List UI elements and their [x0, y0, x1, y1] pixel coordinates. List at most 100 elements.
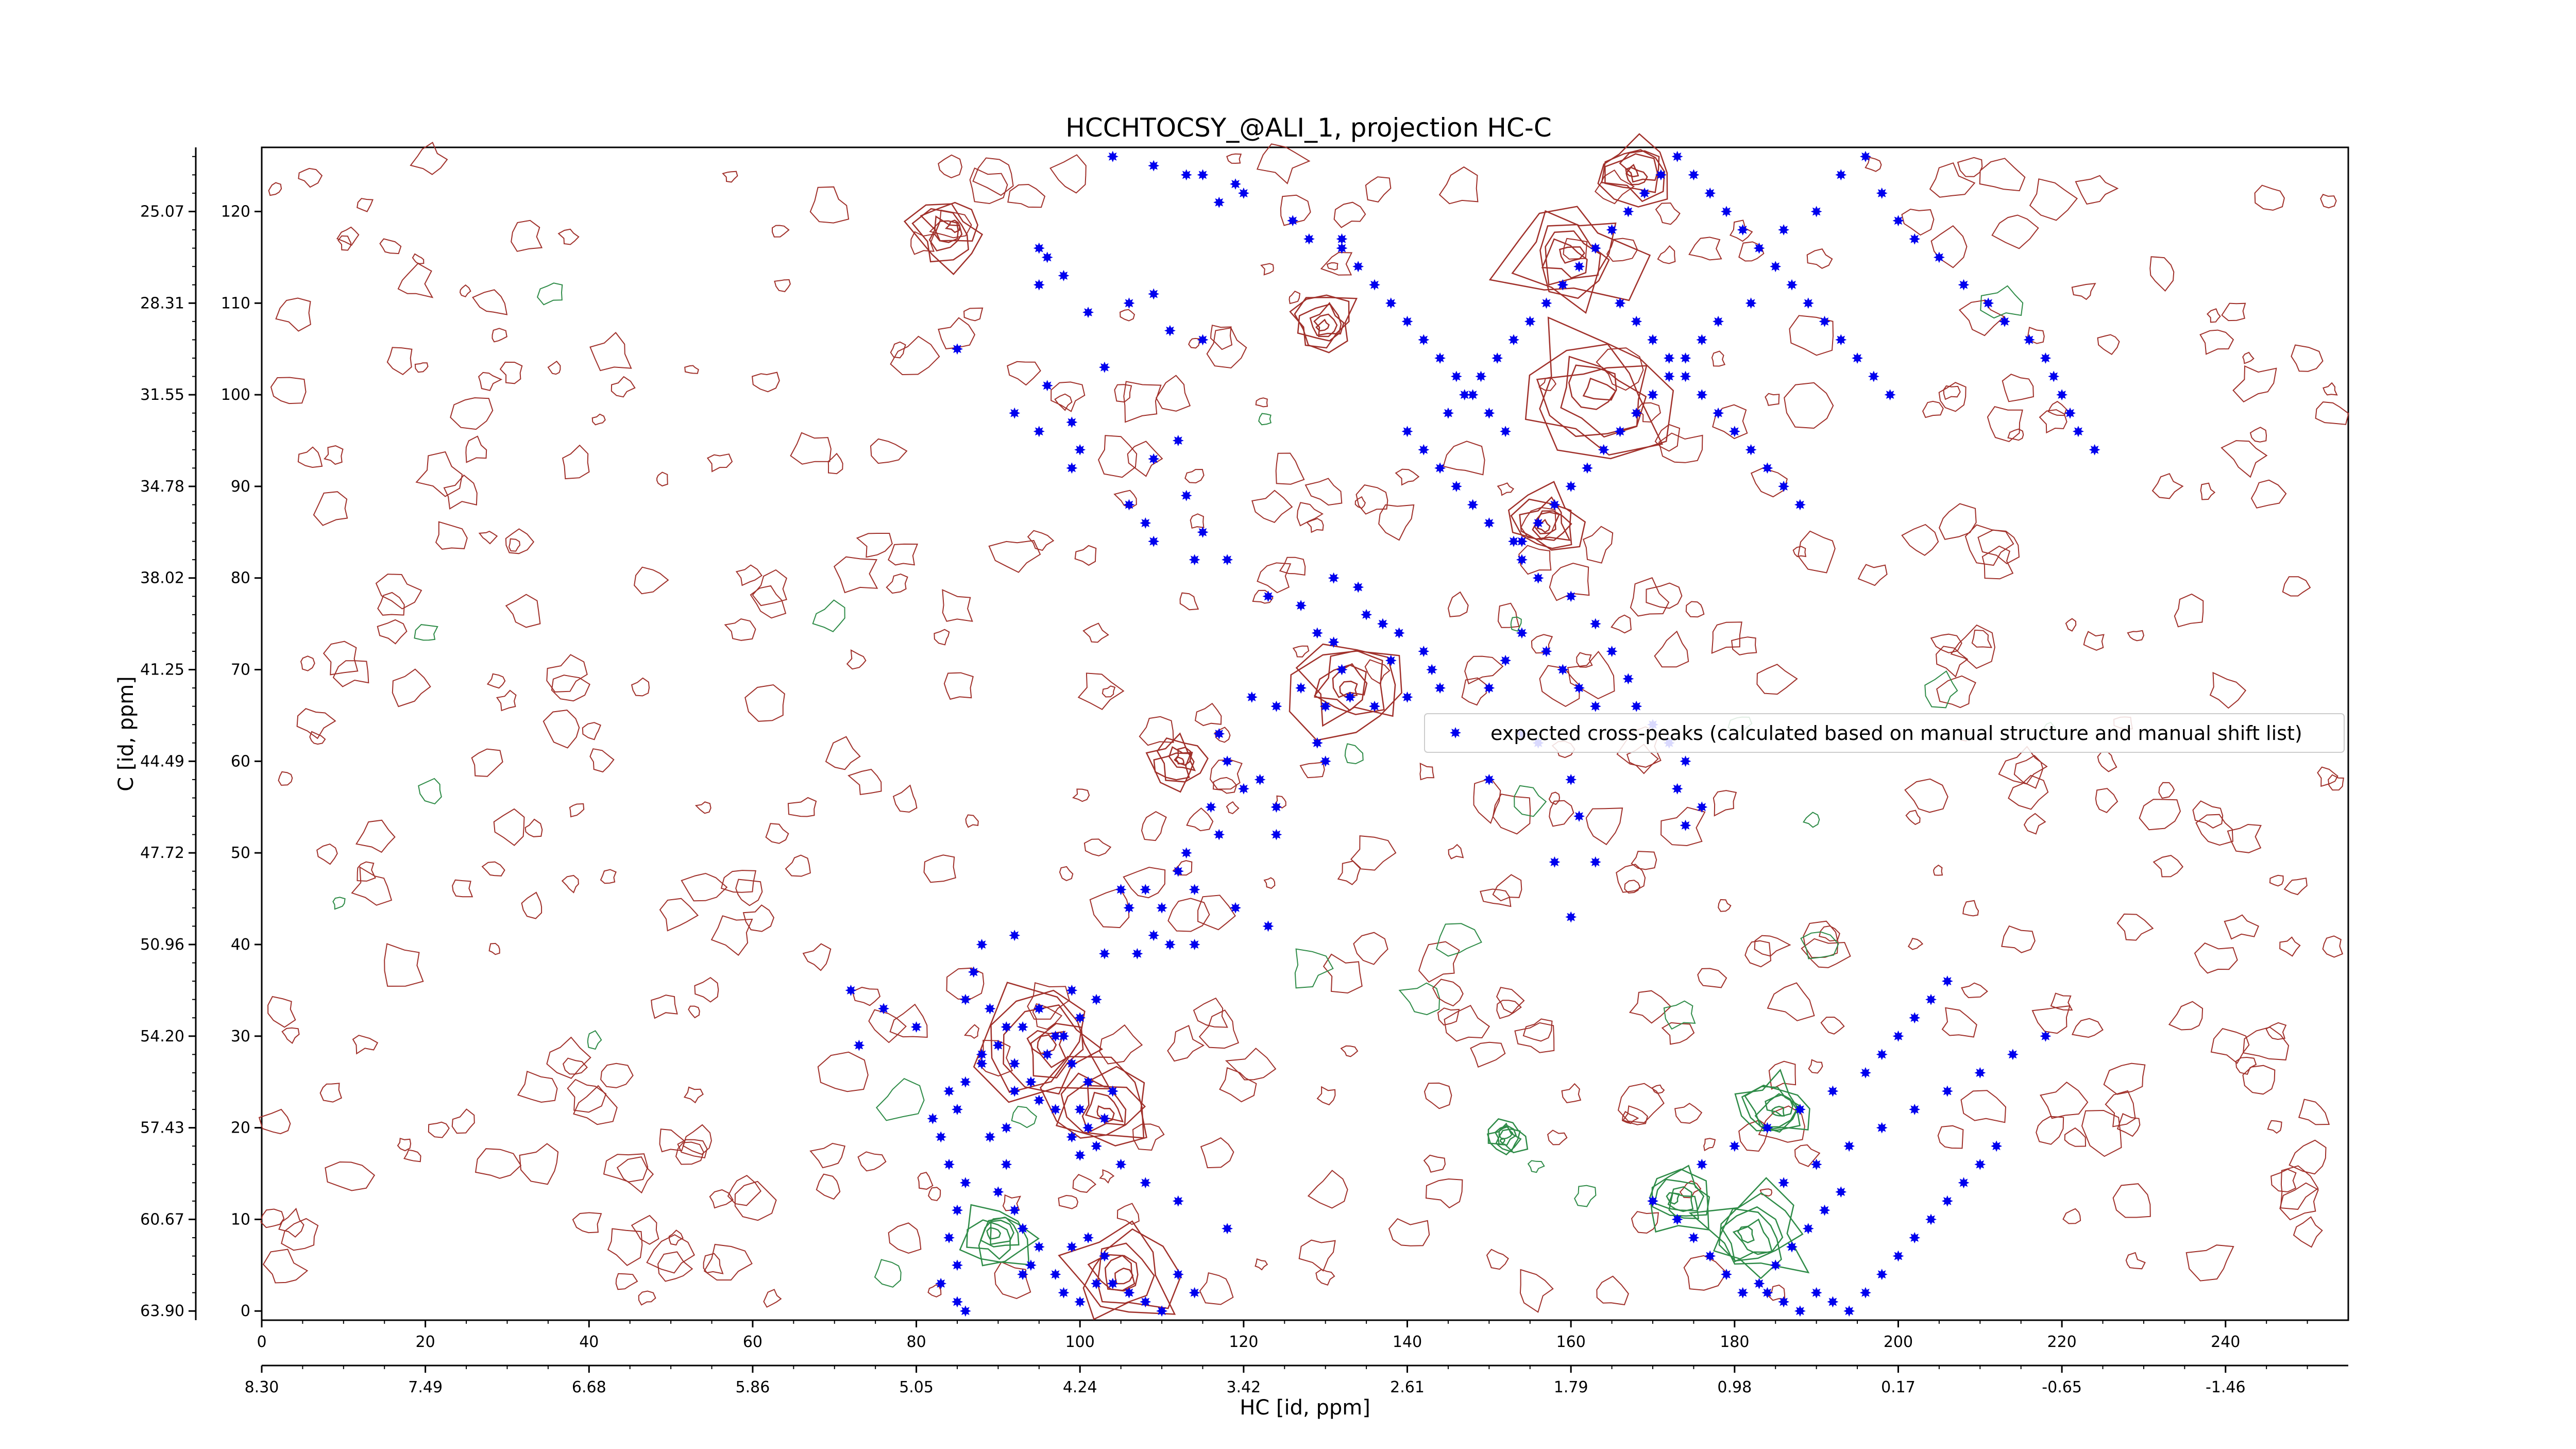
- cross-peak-marker: [1262, 920, 1274, 932]
- contour-line: [1398, 982, 1440, 1016]
- cross-peak-marker: [1859, 1067, 1871, 1079]
- cross-peak-marker: [1647, 1195, 1658, 1207]
- cross-peak-marker: [952, 1104, 963, 1115]
- contour-line: [1907, 937, 1924, 950]
- contour-line: [1930, 633, 1962, 653]
- contour-line: [1209, 759, 1243, 790]
- contour-line: [1561, 1083, 1582, 1103]
- contour-line: [2235, 1056, 2257, 1075]
- contour-line: [988, 540, 1041, 573]
- contour-line: [1519, 1269, 1554, 1313]
- contour-line: [1123, 381, 1162, 423]
- cross-peak-marker: [1688, 1232, 1700, 1243]
- cross-peak-marker: [1859, 1287, 1871, 1299]
- x-ppm-tick-label: -0.65: [2042, 1378, 2082, 1396]
- contour-line: [1214, 727, 1231, 743]
- contour-line: [1980, 285, 2024, 319]
- contour-line: [2221, 440, 2268, 478]
- cross-peak-marker: [1876, 187, 1888, 199]
- y-index-tick-label: 70: [231, 661, 250, 679]
- cross-peak-marker: [1565, 911, 1577, 923]
- cross-peak-marker: [1369, 279, 1380, 291]
- contour-line: [1353, 932, 1388, 965]
- cross-peak-marker: [1033, 1094, 1045, 1106]
- contour-line: [817, 1051, 869, 1092]
- contour-line: [2195, 814, 2233, 846]
- cross-peak-marker: [1589, 700, 1601, 712]
- contour-line: [1658, 432, 1703, 463]
- contour-line: [928, 215, 963, 252]
- cross-peak-marker: [1107, 150, 1118, 162]
- contour-line: [1798, 530, 1836, 574]
- contour-line: [2185, 1244, 2234, 1282]
- contour-line: [1957, 157, 1983, 177]
- contour-line: [451, 1108, 475, 1134]
- contour-line: [2116, 1113, 2141, 1137]
- contour-line: [1332, 663, 1368, 698]
- cross-peak-marker: [1794, 1305, 1806, 1317]
- contour-line: [547, 360, 561, 375]
- contour-line: [1350, 835, 1397, 871]
- y-ppm-axis: 63.90 60.67 57.43 54.20 50.96 47.72 44.49 41.25…: [140, 147, 197, 1320]
- cross-peak-marker: [1933, 251, 1945, 263]
- contour-line: [888, 1222, 922, 1254]
- contour-line: [386, 347, 413, 376]
- cross-peak-marker: [1647, 334, 1658, 346]
- cross-peak-marker: [1941, 1085, 1953, 1097]
- y-ppm-tick-label: 60.67: [140, 1210, 184, 1228]
- contour-line: [2112, 1183, 2151, 1218]
- cross-peak-marker: [1025, 1076, 1037, 1088]
- contour-line: [414, 624, 438, 641]
- cross-peak-marker: [1696, 334, 1708, 346]
- cross-peak-marker: [1508, 334, 1519, 346]
- contour-line: [1497, 482, 1515, 496]
- contour-line: [511, 220, 543, 252]
- contour-line: [703, 1253, 724, 1274]
- cross-peak-marker: [1728, 1140, 1740, 1152]
- contour-line: [2047, 400, 2067, 416]
- contour-line: [959, 1204, 1030, 1266]
- contour-line: [546, 654, 588, 693]
- cross-peak-marker: [1549, 499, 1561, 511]
- contour-line: [1611, 614, 1632, 634]
- y-axis-title: C [id, ppm]: [114, 676, 138, 791]
- contour-line: [1099, 1024, 1143, 1065]
- contour-line: [1315, 318, 1330, 332]
- contour-line: [1294, 948, 1334, 989]
- cross-peak-marker: [1205, 801, 1217, 813]
- contour-line: [2071, 283, 2096, 300]
- cross-peak-marker: [1589, 856, 1601, 868]
- contour-line: [852, 987, 881, 1006]
- contour-line: [1194, 702, 1222, 727]
- contour-line: [379, 238, 402, 255]
- contour-line: [1601, 149, 1665, 203]
- contour-line: [508, 538, 521, 552]
- contour-line: [1365, 176, 1392, 203]
- cross-peak-marker: [1549, 856, 1561, 868]
- contour-line: [1630, 577, 1670, 617]
- cross-peak-marker: [1262, 591, 1274, 602]
- cross-peak-marker: [1001, 1122, 1012, 1134]
- cross-peak-marker: [959, 1076, 971, 1088]
- cross-peak-marker: [1631, 315, 1642, 327]
- contour-line: [1666, 1192, 1681, 1205]
- cross-peak-marker: [1009, 1058, 1021, 1070]
- contour-line: [1058, 1194, 1079, 1209]
- cross-peak-marker: [1631, 407, 1642, 419]
- cross-peak-marker: [1426, 664, 1438, 676]
- contour-line: [418, 778, 442, 805]
- y-index-tick-label: 80: [231, 569, 250, 587]
- x-index-tick-label: 60: [743, 1333, 762, 1351]
- x-ppm-tick-label: 4.24: [1063, 1378, 1097, 1396]
- y-ppm-tick-label: 28.31: [140, 294, 184, 312]
- contour-line: [1101, 685, 1116, 698]
- contour-line: [428, 1121, 450, 1138]
- x-ppm-tick-label: 1.79: [1554, 1378, 1588, 1396]
- cross-peak-marker: [1238, 187, 1249, 199]
- y-index-tick-label: 50: [231, 844, 250, 862]
- contour-line: [677, 1139, 708, 1159]
- cross-peak-marker: [935, 1277, 947, 1289]
- contour-line: [2065, 618, 2077, 632]
- contour-line: [1712, 404, 1748, 440]
- x-axis-title: HC [id, ppm]: [1240, 1396, 1370, 1420]
